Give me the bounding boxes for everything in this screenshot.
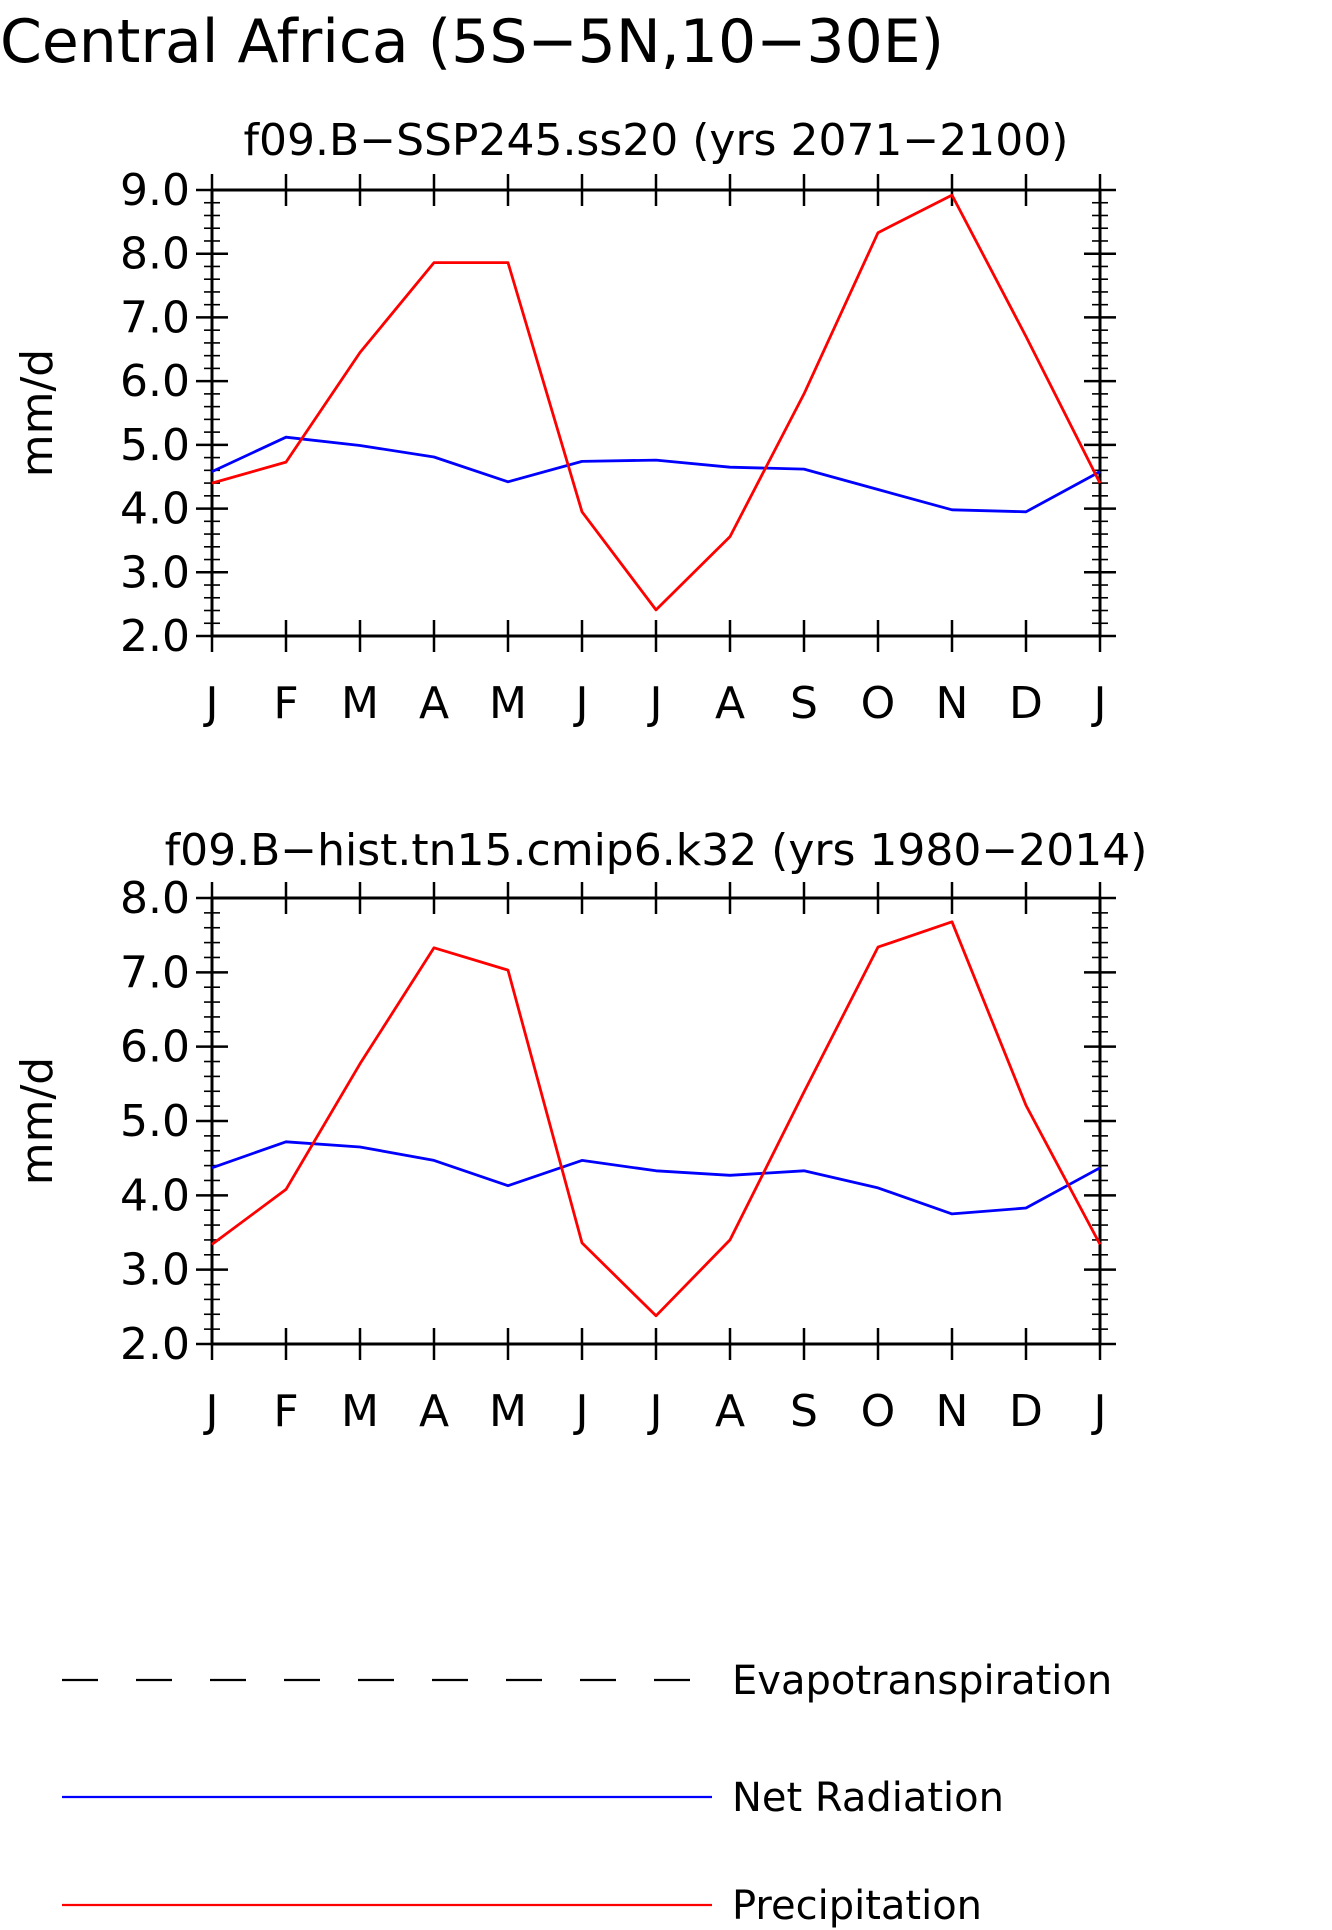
legend-label-precipitation: Precipitation <box>732 1883 982 1929</box>
y-tick-label: 8.0 <box>120 873 190 924</box>
x-tick-label: M <box>341 1386 379 1437</box>
y-tick-label: 4.0 <box>120 484 190 535</box>
y-tick-label: 7.0 <box>120 947 190 998</box>
x-tick-label: F <box>273 1386 298 1437</box>
y-tick-label: 6.0 <box>120 356 190 407</box>
figure-title: Central Africa (5S−5N,10−30E) <box>0 7 944 77</box>
x-tick-label: S <box>790 1386 818 1437</box>
x-tick-label: J <box>203 678 219 729</box>
panel-title: f09.B−hist.tn15.cmip6.k32 (yrs 1980−2014… <box>165 825 1148 876</box>
y-tick-label: 5.0 <box>120 1096 190 1147</box>
y-tick-label: 4.0 <box>120 1170 190 1221</box>
x-tick-label: A <box>715 1386 745 1437</box>
panel-top: f09.B−SSP245.ss20 (yrs 2071−2100) 2.0 3.0 4… <box>12 115 1116 729</box>
x-tick-label: D <box>1009 678 1043 729</box>
x-tick-label: O <box>861 1386 896 1437</box>
y-axis-label: mm/d <box>12 349 63 477</box>
x-tick-label: J <box>573 678 589 729</box>
x-tick-label: N <box>936 1386 969 1437</box>
legend-label-net-radiation: Net Radiation <box>732 1775 1004 1821</box>
x-tick-label: M <box>489 678 527 729</box>
y-tick-label: 6.0 <box>120 1022 190 1073</box>
x-tick-label: N <box>936 678 969 729</box>
x-tick-label: J <box>573 1386 589 1437</box>
x-tick-label: J <box>1091 678 1107 729</box>
series-line-precipitation <box>211 193 1102 612</box>
legend-label-evapotranspiration: Evapotranspiration <box>732 1658 1112 1704</box>
y-tick-label: 3.0 <box>120 1245 190 1296</box>
x-tick-label: D <box>1009 1386 1043 1437</box>
y-tick-label: 7.0 <box>120 292 190 343</box>
panel-title: f09.B−SSP245.ss20 (yrs 2071−2100) <box>244 115 1069 166</box>
x-tick-label: J <box>1091 1386 1107 1437</box>
x-tick-label: M <box>341 678 379 729</box>
x-tick-label: J <box>203 1386 219 1437</box>
x-tick-label: S <box>790 678 818 729</box>
y-tick-label: 2.0 <box>120 611 190 662</box>
panel-bottom: f09.B−hist.tn15.cmip6.k32 (yrs 1980−2014… <box>12 825 1147 1437</box>
x-tick-label: M <box>489 1386 527 1437</box>
x-tick-label: F <box>273 678 298 729</box>
series-line-precipitation <box>211 920 1102 1318</box>
plot-frame <box>210 188 1102 638</box>
plot-frame <box>210 896 1102 1346</box>
x-tick-label: J <box>647 1386 663 1437</box>
y-tick-label: 2.0 <box>120 1319 190 1370</box>
legend: Evapotranspiration Net Radiation Precipita… <box>62 1658 1112 1929</box>
y-axis-label: mm/d <box>12 1057 63 1185</box>
y-tick-label: 3.0 <box>120 547 190 598</box>
x-tick-label: A <box>715 678 745 729</box>
x-tick-label: J <box>647 678 663 729</box>
y-tick-label: 9.0 <box>120 165 190 216</box>
series-line-net-radiation <box>211 435 1101 514</box>
y-tick-label: 8.0 <box>120 229 190 280</box>
series-line-net-radiation <box>211 1140 1101 1216</box>
x-tick-label: A <box>419 678 449 729</box>
x-tick-label: A <box>419 1386 449 1437</box>
y-tick-label: 5.0 <box>120 420 190 471</box>
x-tick-label: O <box>861 678 896 729</box>
